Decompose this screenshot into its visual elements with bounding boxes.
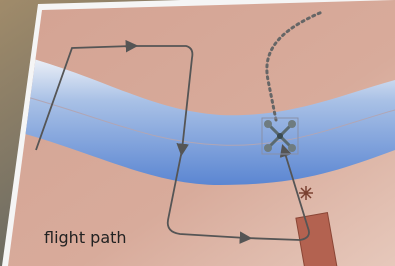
ground-marker xyxy=(299,186,313,200)
map xyxy=(0,0,395,266)
caption: flight path xyxy=(44,228,127,247)
illustration: flight path xyxy=(0,0,395,266)
